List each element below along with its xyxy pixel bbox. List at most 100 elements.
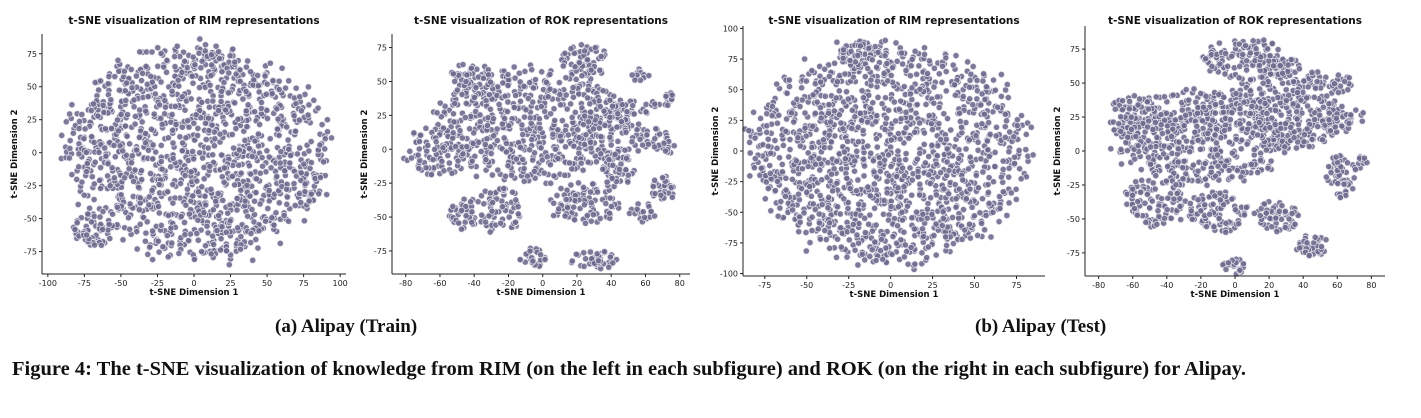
scatter-point [328, 134, 335, 142]
scatter-point [133, 146, 141, 154]
scatter-point [571, 197, 579, 205]
scatter-point [572, 250, 580, 258]
scatter-point [128, 159, 136, 167]
scatter-point [937, 169, 945, 177]
scatter-point [809, 122, 817, 130]
scatter-point [90, 196, 98, 204]
scatter-point [110, 174, 118, 182]
scatter-point [555, 79, 563, 87]
scatter-point [808, 143, 816, 151]
scatter-point [562, 91, 570, 99]
scatter-point [871, 204, 879, 212]
scatter-point [121, 87, 129, 95]
scatter-point [833, 78, 841, 86]
scatter-point [125, 214, 132, 222]
scatter-point [908, 84, 916, 92]
scatter-point [587, 188, 594, 196]
scatter-point [133, 245, 141, 253]
scatter-point [154, 62, 162, 70]
scatter-point [97, 77, 105, 85]
scatter-point [562, 196, 570, 203]
scatter-point [487, 150, 495, 157]
scatter-point [951, 81, 958, 89]
scatter-point [1117, 145, 1125, 153]
scatter-point [1004, 94, 1012, 102]
scatter-point [970, 212, 978, 220]
scatter-point [422, 164, 430, 172]
scatter-point [597, 52, 605, 60]
scatter-point [230, 144, 238, 152]
y-tick-label: 0 [382, 145, 387, 154]
scatter-point [305, 147, 313, 155]
scatter-point [177, 180, 184, 188]
scatter-point [614, 110, 622, 118]
plots-canvas: t-SNE visualization of RIM representatio… [10, 15, 1385, 300]
scatter-point [966, 220, 973, 228]
scatter-point [190, 155, 198, 163]
scatter-point [1011, 153, 1018, 161]
scatter-point [149, 227, 157, 235]
scatter-point [667, 184, 675, 192]
scatter-point [574, 126, 582, 134]
scatter-point [512, 91, 520, 99]
scatter-point [263, 147, 271, 155]
scatter-point [160, 63, 168, 71]
scatter-point [763, 122, 771, 130]
scatter-point [952, 195, 960, 203]
scatter-point [952, 52, 960, 60]
scatter-point [466, 125, 474, 133]
scatter-point [141, 237, 149, 245]
scatter-point [408, 154, 415, 162]
scatter-point [592, 158, 600, 166]
scatter-point [451, 99, 459, 107]
scatter-point [594, 188, 601, 196]
chart-title: t-SNE visualization of ROK representatio… [414, 15, 668, 27]
scatter-point [812, 160, 819, 168]
scatter-point [190, 119, 198, 127]
scatter-point [181, 106, 189, 114]
scatter-point [872, 221, 880, 229]
scatter-point [480, 74, 487, 82]
y-axis-label: t-SNE Dimension 2 [10, 109, 20, 198]
y-tick-label: -25 [725, 178, 738, 187]
scatter-point [878, 100, 886, 108]
scatter-point [285, 77, 293, 85]
scatter-point [1189, 161, 1197, 169]
scatter-point [532, 76, 539, 84]
x-tick-label: 40 [606, 279, 616, 288]
scatter-point [538, 68, 546, 76]
scatter-point [245, 162, 253, 170]
scatter-point [320, 158, 328, 166]
x-axis-label: t-SNE Dimension 1 [850, 290, 939, 300]
scatter-point [1199, 117, 1206, 125]
scatter-point [206, 81, 214, 89]
scatter-point [197, 64, 205, 72]
scatter-point [826, 244, 834, 252]
scatter-point [181, 219, 188, 226]
scatter-point [807, 154, 815, 162]
scatter-point [662, 147, 669, 155]
scatter-point [1147, 160, 1155, 168]
scatter-point [148, 186, 156, 194]
scatter-point [774, 212, 782, 220]
scatter-point [138, 167, 145, 175]
scatter-point [226, 217, 234, 225]
scatter-point [848, 106, 856, 114]
scatter-point [251, 108, 259, 116]
scatter-point [251, 197, 258, 205]
scatter-point [979, 168, 987, 176]
scatter-point [841, 70, 849, 78]
scatter-point [126, 225, 134, 233]
scatter-point [232, 125, 240, 133]
scatter-point [292, 127, 299, 135]
scatter-point [587, 144, 595, 152]
scatter-point [176, 133, 184, 141]
scatter-point [94, 112, 102, 120]
scatter-point [306, 165, 314, 172]
scatter-point [432, 138, 440, 146]
scatter-point [802, 229, 810, 236]
scatter-point [231, 181, 239, 189]
scatter-point [175, 82, 183, 90]
scatter-point [91, 158, 99, 166]
scatter-point [596, 103, 604, 111]
